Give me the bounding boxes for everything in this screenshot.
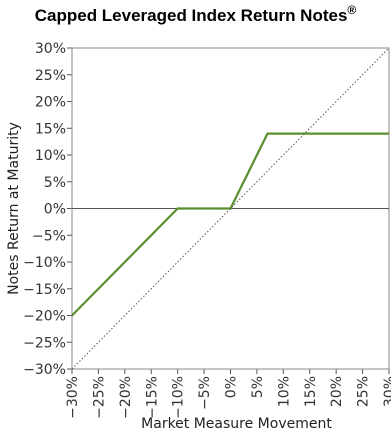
x-tick-label: −20% (118, 376, 134, 419)
y-tick-label: 20% (35, 95, 66, 111)
y-tick-label: −30% (23, 362, 66, 378)
x-tick-label: −25% (91, 376, 107, 419)
y-tick-label: 10% (35, 148, 66, 164)
x-tick-label: 10% (276, 376, 292, 407)
reference-line (71, 47, 390, 370)
y-tick-label: −10% (23, 255, 66, 271)
y-tick-label: −15% (23, 282, 66, 298)
y-tick-label: −25% (23, 335, 66, 351)
x-tick-label: 25% (356, 376, 372, 407)
x-tick-label: −30% (65, 376, 81, 419)
chart-title: Capped Leveraged Index Return Notes® (34, 3, 357, 25)
x-tick-label: 30% (382, 376, 391, 407)
x-tick-label: 5% (250, 376, 266, 398)
x-tick-label: −15% (144, 376, 160, 419)
x-axis-label: Market Measure Movement (141, 416, 332, 432)
x-tick-label: −5% (197, 376, 213, 410)
y-tick-label: 25% (35, 68, 66, 84)
x-tick-label: 20% (329, 376, 345, 407)
y-tick-label: 30% (35, 41, 66, 57)
y-axis-label: Notes Return at Maturity (6, 122, 22, 295)
x-tick-label: −10% (171, 376, 187, 419)
x-tick-label: 15% (303, 376, 319, 407)
x-tick-label: 0% (224, 376, 240, 398)
y-tick-label: −5% (32, 228, 66, 244)
y-tick-label: 5% (44, 175, 66, 191)
y-tick-label: 15% (35, 121, 66, 137)
x-axis-ticks: −30% −25% −20% −15% −10% −5% 0% 5% 10% 15% 20% 25% 3… (65, 369, 391, 419)
y-axis-ticks: 30% 25% 20% 15% 10% 5% 0% −5% −10% −15% −20% −25% −3… (23, 41, 72, 378)
notes-return-line (71, 132, 389, 317)
plot-area (71, 47, 390, 370)
y-tick-label: 0% (44, 202, 66, 218)
y-tick-label: −20% (23, 309, 66, 325)
